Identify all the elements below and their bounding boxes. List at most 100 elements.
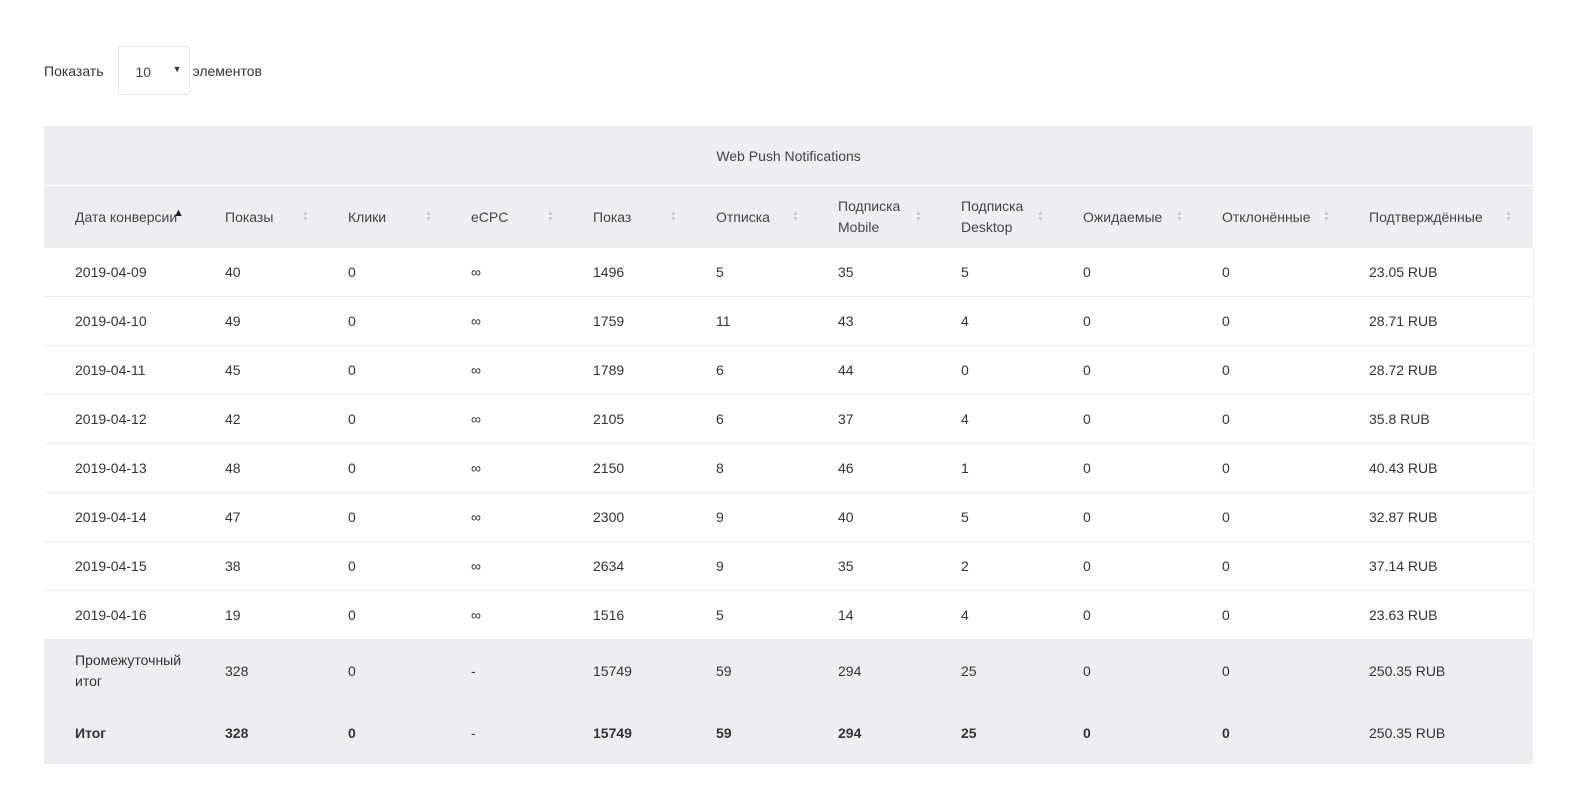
table-cell: 2019-04-12 <box>44 394 211 444</box>
column-header-4[interactable]: eCPC ▲ ▼ <box>457 185 579 248</box>
table-cell: 0 <box>1069 443 1208 493</box>
table-cell: 4 <box>947 394 1069 444</box>
column-header-7[interactable]: Подписка Mobile ▲ ▼ <box>824 185 947 248</box>
column-header-10[interactable]: Отклонённые ▲ ▼ <box>1208 185 1355 248</box>
table-cell: 5 <box>702 248 824 297</box>
table-cell: 9 <box>702 541 824 591</box>
subtotal-cell: 59 <box>702 639 824 702</box>
cell-value: 32.87 RUB <box>1369 509 1438 525</box>
cell-value: 0 <box>348 460 356 476</box>
total-row: Итог 328 0 - 15749 59 294 25 0 0 250.35 RUB <box>44 702 1534 764</box>
sort-both-icon[interactable]: ▲ ▼ <box>1323 210 1330 223</box>
table-cell: 2019-04-13 <box>44 443 211 493</box>
table-cell: 4 <box>947 296 1069 346</box>
cell-value: Итог <box>75 725 107 741</box>
table-row: 2019-04-12 42 0 ∞ 2105 6 37 4 0 0 35.8 RUB <box>44 394 1534 444</box>
sort-both-icon[interactable]: ▲ ▼ <box>425 210 432 223</box>
table-cell: 0 <box>334 248 457 297</box>
sort-both-icon[interactable]: ▲ ▼ <box>670 210 677 223</box>
cell-value: 1759 <box>593 313 625 329</box>
column-header-5[interactable]: Показ ▲ ▼ <box>579 185 702 248</box>
cell-value: 59 <box>716 725 732 741</box>
sort-ascending-icon[interactable]: ▲ <box>173 207 184 220</box>
table-cell: 48 <box>211 443 334 493</box>
table-cell: 0 <box>334 492 457 542</box>
table-cell: 37.14 RUB <box>1355 541 1534 591</box>
table-cell: 2300 <box>579 492 702 542</box>
cell-value: 2019-04-11 <box>75 362 146 378</box>
column-header-2[interactable]: Показы ▲ ▼ <box>211 185 334 248</box>
page-length-select[interactable]: 10 ▼ <box>117 46 190 95</box>
cell-value: 0 <box>1222 313 1230 329</box>
cell-value: 15749 <box>593 662 632 679</box>
sort-both-icon[interactable]: ▲ ▼ <box>302 210 309 223</box>
column-header-6[interactable]: Отписка ▲ ▼ <box>702 185 824 248</box>
table-body: 2019-04-09 40 0 ∞ 1496 5 35 5 0 0 23.05 RUB 2019-04… <box>44 248 1534 640</box>
sort-both-icon[interactable]: ▲ ▼ <box>792 210 799 223</box>
cell-value: 2634 <box>593 558 625 574</box>
subtotal-cell: 25 <box>947 639 1069 702</box>
sort-both-icon[interactable]: ▲ ▼ <box>547 210 554 223</box>
sort-both-icon[interactable]: ▲ ▼ <box>1505 210 1512 223</box>
cell-value: 0 <box>1083 362 1091 378</box>
cell-value: 11 <box>716 313 731 329</box>
column-header-11[interactable]: Подтверждённые ▲ ▼ <box>1355 185 1534 248</box>
cell-value: 28.71 RUB <box>1369 313 1438 329</box>
table-cell: 14 <box>824 590 947 640</box>
subtotal-cell: 15749 <box>579 639 702 702</box>
table-cell: 0 <box>334 541 457 591</box>
cell-value: 0 <box>1222 607 1230 623</box>
table-row: 2019-04-15 38 0 ∞ 2634 9 35 2 0 0 37.14 RUB <box>44 541 1534 591</box>
cell-value: 5 <box>716 607 724 623</box>
cell-value: 2105 <box>593 411 625 427</box>
table-cell: 0 <box>334 443 457 493</box>
cell-value: 43 <box>838 313 854 329</box>
report-table-container: Web Push Notifications Дата конверсии ▲ По… <box>44 126 1534 764</box>
table-cell: ∞ <box>457 492 579 542</box>
cell-value: 40 <box>225 264 241 280</box>
cell-value: 294 <box>838 725 862 741</box>
table-cell: 0 <box>1208 443 1355 493</box>
cell-value: 0 <box>961 362 969 378</box>
cell-value: 1789 <box>593 362 625 378</box>
cell-value: 37.14 RUB <box>1369 558 1438 574</box>
cell-value: 0 <box>348 509 356 525</box>
total-cell: 294 <box>824 702 947 764</box>
cell-value: 23.63 RUB <box>1369 607 1438 623</box>
table-cell: 43 <box>824 296 947 346</box>
cell-value: 0 <box>1083 558 1091 574</box>
column-header-8[interactable]: Подписка Desktop ▲ ▼ <box>947 185 1069 248</box>
total-cell: 59 <box>702 702 824 764</box>
cell-value: 40.43 RUB <box>1369 460 1438 476</box>
cell-value: 4 <box>961 607 969 623</box>
table-cell: 1759 <box>579 296 702 346</box>
column-header-label: Показ <box>593 208 632 225</box>
column-header-3[interactable]: Клики ▲ ▼ <box>334 185 457 248</box>
page-length-control: Показать 10 ▼ элементов <box>44 45 262 96</box>
cell-value: 35.8 RUB <box>1369 411 1430 427</box>
sort-both-icon[interactable]: ▲ ▼ <box>1037 210 1044 223</box>
table-cell: 0 <box>1208 345 1355 395</box>
table-cell: 47 <box>211 492 334 542</box>
table-cell: ∞ <box>457 394 579 444</box>
table-cell: ∞ <box>457 541 579 591</box>
table-cell: 0 <box>1208 492 1355 542</box>
cell-value: 0 <box>348 607 356 623</box>
cell-value: 2019-04-10 <box>75 313 147 329</box>
cell-value: 25 <box>961 725 977 741</box>
column-header-1[interactable]: Дата конверсии ▲ <box>44 185 211 248</box>
cell-value: 4 <box>961 411 969 427</box>
cell-value: ∞ <box>471 460 481 476</box>
subtotal-cell: 0 <box>1208 639 1355 702</box>
cell-value: 0 <box>1222 509 1230 525</box>
table-cell: 40 <box>211 248 334 297</box>
total-cell: 0 <box>1069 702 1208 764</box>
cell-value: 46 <box>838 460 854 476</box>
cell-value: 2019-04-12 <box>75 411 147 427</box>
sort-both-icon[interactable]: ▲ ▼ <box>1176 210 1183 223</box>
cell-value: 44 <box>838 362 854 378</box>
column-header-9[interactable]: Ожидаемые ▲ ▼ <box>1069 185 1208 248</box>
table-cell: 23.63 RUB <box>1355 590 1534 640</box>
sort-both-icon[interactable]: ▲ ▼ <box>915 210 922 223</box>
table-cell: 0 <box>1069 590 1208 640</box>
